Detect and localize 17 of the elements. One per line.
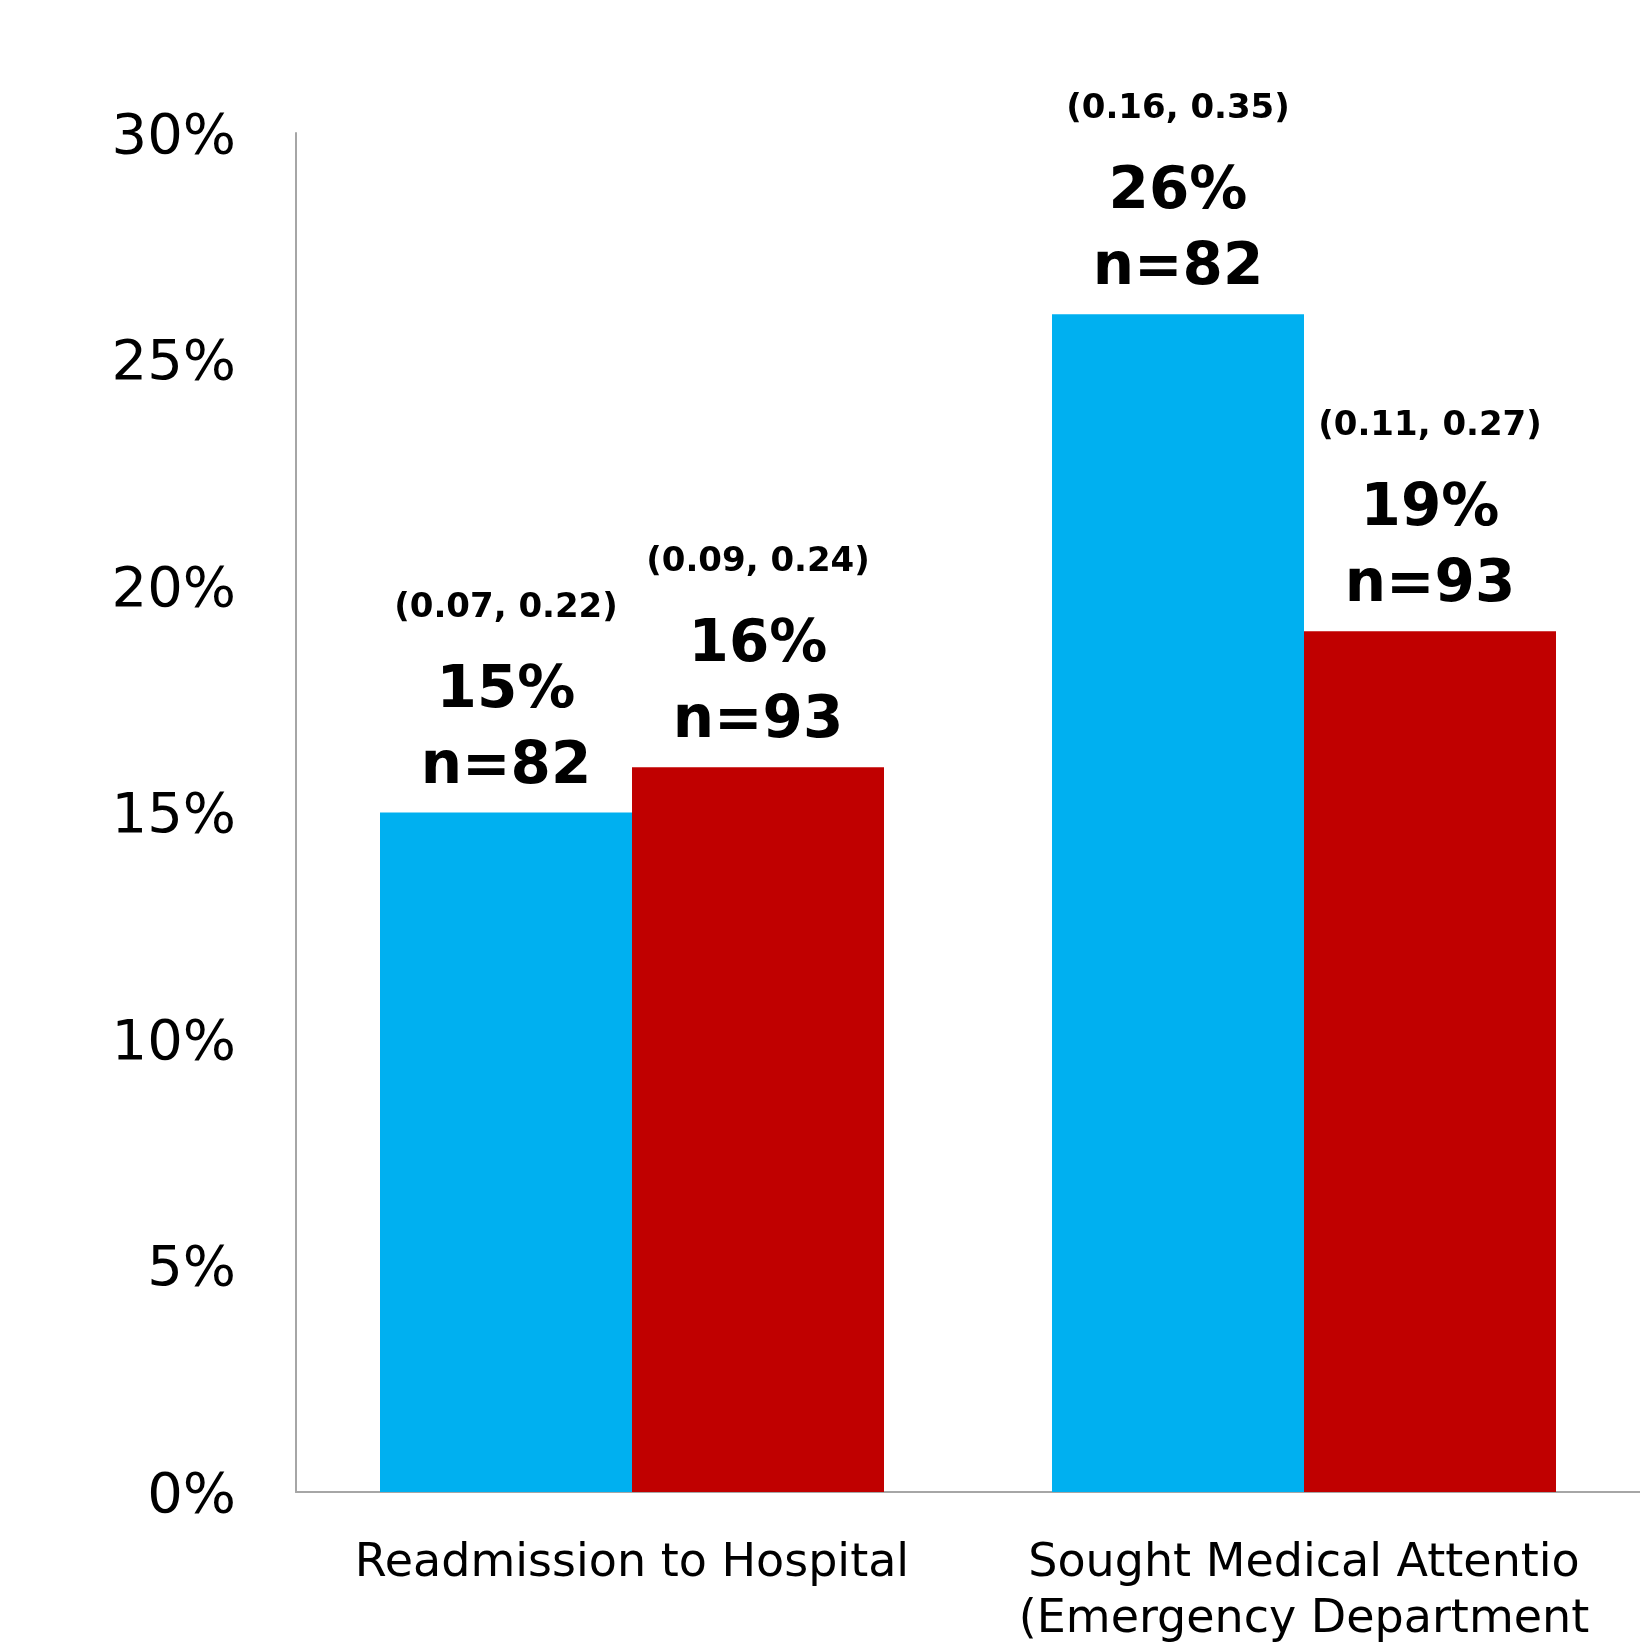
y-tick-label: 20% [111,553,236,619]
y-tick-label: 25% [111,327,236,392]
y-tick-label: 10% [111,1006,236,1072]
y-tick-label: 30% [111,100,236,166]
y-tick-label: 0% [147,1459,236,1525]
bar [1052,314,1304,1492]
data-label: (0.07, 0.22) 15% n=82 [394,584,618,797]
y-tick-label: 15% [111,780,236,845]
x-tick-label: Sought Medical Attentio (Emergency Department [1018,1533,1590,1643]
bar [1304,631,1556,1492]
x-tick-label: Readmission to Hospital [354,1533,910,1587]
bar [632,767,884,1492]
y-tick-label: 5% [147,1233,236,1298]
data-label: (0.16, 0.35) 26% n=82 [1066,86,1290,299]
data-label: (0.09, 0.24) 16% n=93 [646,539,870,752]
bar [380,812,632,1492]
data-label: (0.11, 0.27) 19% n=93 [1318,403,1542,616]
